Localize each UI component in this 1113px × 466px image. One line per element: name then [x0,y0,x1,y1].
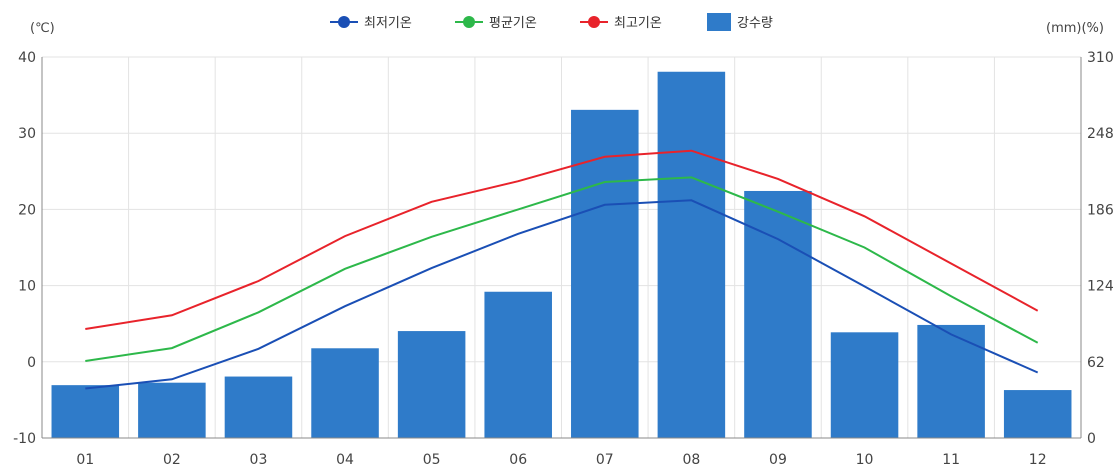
x-tick-label: 12 [1029,452,1047,466]
right-tick-label: 310 [1087,50,1113,66]
right-tick-label: 186 [1087,202,1113,218]
x-tick-label: 03 [250,452,268,466]
line-최저기온 [85,199,1039,390]
x-tick-label: 02 [163,452,181,466]
bar-09 [744,190,812,438]
bar-04 [311,348,379,438]
legend-label: 강수량 [737,16,773,31]
right-tick-label: 124 [1087,279,1113,295]
bar-05 [397,331,466,438]
bar-02 [138,382,206,438]
legend-marker [588,16,600,28]
right-tick-label: 0 [1087,431,1096,447]
bar-08 [657,71,726,439]
x-tick-label: 08 [682,452,700,466]
line-최고기온 [85,149,1039,330]
bar-10 [830,332,899,438]
left-tick-label: 20 [18,202,36,218]
bar-01 [51,385,120,438]
right-tick-label: 248 [1087,126,1113,142]
left-tick-label: 30 [18,126,36,142]
grid-lines [41,56,1082,439]
legend-marker [338,16,350,28]
x-tick-label: 06 [509,452,527,466]
x-tick-label: 11 [942,452,960,466]
legend-label: 평균기온 [489,16,537,31]
x-tick-label: 10 [856,452,874,466]
bar-07 [571,109,639,438]
left-tick-label: 0 [27,355,36,371]
legend-label: 최저기온 [364,16,412,31]
temperature-lines [85,149,1039,390]
legend-label: 최고기온 [614,16,662,31]
line-평균기온 [85,176,1039,362]
legend-bar-swatch [707,13,731,31]
left-axis-unit: (℃) [30,21,55,36]
right-axis-unit: (mm)(%) [1046,21,1104,36]
bar-12 [1003,390,1072,438]
x-tick-label: 04 [336,452,354,466]
legend-marker [463,16,475,28]
legend: 최저기온 평균기온 최고기온 강수량 [330,13,773,31]
x-tick-label: 09 [769,452,787,466]
x-tick-label: 01 [76,452,94,466]
precipitation-bars [51,71,1072,439]
bar-03 [224,376,293,438]
x-tick-label: 05 [423,452,441,466]
left-tick-label: 10 [18,279,36,295]
axes [41,57,1082,439]
bar-11 [917,324,985,438]
bar-06 [484,291,552,438]
left-tick-label: -10 [13,431,36,447]
right-tick-label: 62 [1087,355,1105,371]
left-tick-label: 40 [18,50,36,66]
x-tick-label: 07 [596,452,614,466]
